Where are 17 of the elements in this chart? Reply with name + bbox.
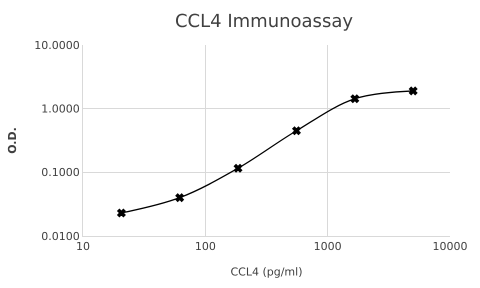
y-tick-label: 0.1000	[41, 166, 80, 180]
point	[117, 208, 126, 218]
x-axis-title: CCL4 (pg/ml)	[230, 265, 303, 278]
point	[408, 86, 418, 96]
x-tick-label: 100	[194, 240, 216, 254]
x-tick-label: 10	[76, 240, 90, 254]
y-axis-title: O.D.	[6, 127, 19, 154]
y-tick-label: 10.0000	[34, 38, 80, 52]
point	[350, 94, 360, 104]
point	[292, 126, 301, 136]
y-tick-label: 0.0100	[41, 230, 80, 243]
y-tick-label: 1.0000	[41, 102, 80, 116]
chart-title: CCL4 Immunoassay	[174, 11, 354, 32]
point	[175, 193, 184, 202]
x-tick-label: 1000	[314, 240, 342, 254]
point	[234, 164, 242, 173]
x-tick-label: 10000	[432, 240, 468, 254]
